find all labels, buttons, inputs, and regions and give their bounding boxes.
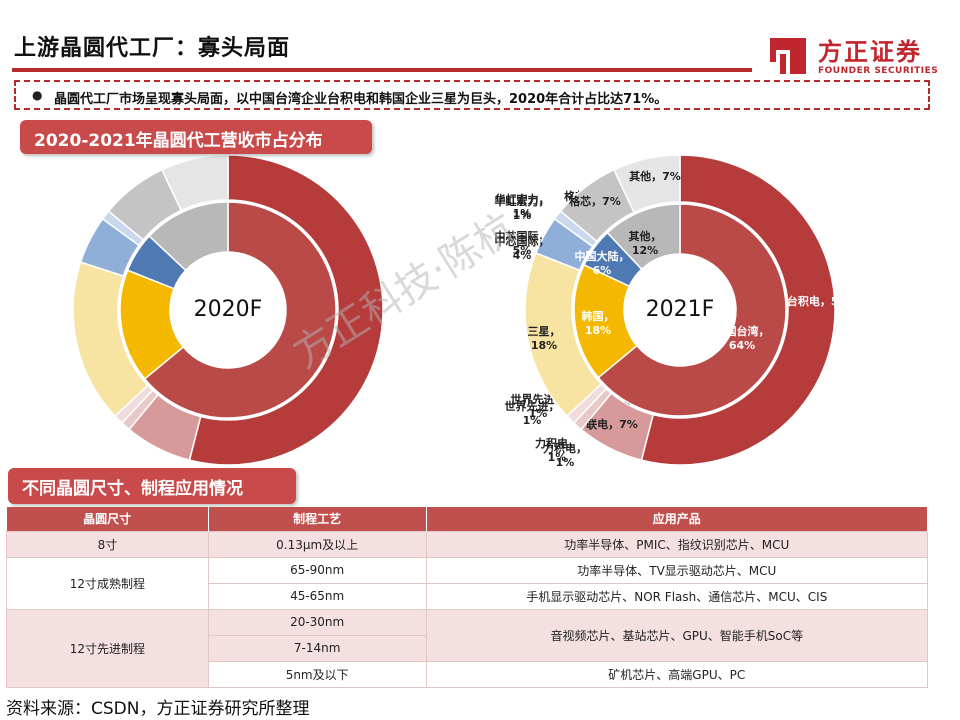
cell-product: 功率半导体、PMIC、指纹识别芯片、MCU: [425, 530, 929, 558]
table-header-row: 晶圆尺寸 制程工艺 应用产品: [6, 507, 929, 531]
inner-slice-其他: [606, 203, 681, 271]
outer-label-力积电: 力积电， 1%: [543, 441, 587, 469]
outer-label-世界先进: 世界先进， 1%: [505, 399, 560, 427]
center-label-2021F: 2021F: [646, 297, 715, 322]
inner-label-韩国: 韩国， 18%: [582, 309, 615, 337]
outer-label-台积电: 台积电，54%: [787, 294, 857, 308]
outer-label-其他: 其他，7%: [629, 169, 681, 183]
table-row: 8寸 0.13μm及以上 功率半导体、PMIC、指纹识别芯片、MCU: [6, 530, 929, 558]
bullet-icon: ●: [32, 88, 43, 102]
logo-text-en: FOUNDER SECURITIES: [818, 66, 939, 76]
cell-product: 手机显示驱动芯片、NOR Flash、通信芯片、MCU、CIS: [425, 582, 929, 610]
outer-label-三星: 三星， 18%: [528, 325, 561, 352]
inner-label-中国台湾: 中国台湾， 64%: [673, 324, 728, 352]
table-row: 12寸成熟制程 65-90nm 功率半导体、TV显示驱动芯片、MCU: [6, 556, 929, 610]
cell-size: 12寸先进制程: [6, 608, 209, 688]
cell-product: 矿机芯片、高端GPU、PC: [425, 660, 929, 688]
section-title-market-share: 2020-2021年晶圆代工营收市占分布: [20, 120, 372, 154]
logo-mark-icon: [770, 38, 806, 74]
outer-label-中芯国际: 中芯国际， 5%: [495, 229, 550, 257]
logo-text-cn: 方正证券: [818, 38, 922, 66]
center-label-2020F: 2020F: [194, 297, 263, 322]
outer-label-华虹宏力: 华虹宏力， 1%: [495, 192, 550, 220]
source-note: 资料来源：CSDN，方正证券研究所整理: [6, 699, 310, 719]
market-share-donut-charts: 台积电，54%联电，7%力积电，1%世界先进，1%三星，17%中芯国际，5%华虹…: [72, 154, 857, 469]
outer-label-华虹宏力: 华虹宏力， 1%: [495, 194, 550, 222]
outer-slice-台积电: [640, 154, 836, 466]
inner-label-其他: 其他， 12%: [629, 229, 662, 257]
table-row: 5nm及以下 矿机芯片、高端GPU、PC: [7, 660, 929, 688]
header-process: 制程工艺: [208, 507, 427, 531]
section-title-wafer-usage: 不同晶圆尺寸、制程应用情况: [8, 468, 296, 504]
brand-logo: 方正证券 FOUNDER SECURITIES: [762, 30, 942, 86]
outer-slice-其他: [613, 154, 681, 214]
cell-process: 0.13μm及以上: [207, 530, 427, 558]
header-wafer-size: 晶圆尺寸: [6, 507, 209, 531]
donut-chart-2021F: 台积电，54% 联电，7% 力积电， 1% 世界先进， 1% 三星， 18% 中芯国际， 4% 华虹…: [495, 154, 857, 466]
inner-slice-其他: [148, 201, 229, 272]
inner-slice-中国台湾: [597, 203, 787, 417]
summary-text: 晶圆代工厂市场呈现寡头局面，以中国台湾企业台积电和韩国企业三星为巨头，2020年…: [54, 92, 668, 107]
cell-product: 功率半导体、TV显示驱动芯片、MCU: [425, 556, 929, 584]
page-title: 上游晶圆代工厂：寡头局面: [14, 36, 291, 61]
outer-label-中芯国际: 中芯国际， 4%: [495, 234, 550, 262]
outer-label-联电: 联电，7%: [586, 417, 638, 431]
cell-size: 12寸成熟制程: [6, 556, 209, 610]
table-row: 45-65nm 手机显示驱动芯片、NOR Flash、通信芯片、MCU、CIS: [7, 582, 929, 610]
cell-process: 65-90nm: [207, 556, 427, 584]
outer-slice-其他: [161, 154, 229, 212]
inner-slice-中国台湾: [143, 201, 337, 419]
cell-process: 5nm及以下: [207, 660, 427, 688]
cell-process: 7-14nm: [207, 634, 427, 662]
cell-size: 8寸: [6, 530, 209, 558]
outer-label-格芯: 格芯，7%: [569, 194, 621, 208]
title-divider: [12, 68, 752, 72]
inner-label-中国台湾: 中国台湾， 64%: [715, 324, 770, 352]
summary-note: ● 晶圆代工厂市场呈现寡头局面，以中国台湾企业台积电和韩国企业三星为巨头，202…: [14, 80, 930, 110]
table-row: 12寸先进制程 20-30nm 音视频芯片、基站芯片、GPU、智能手机SoC等: [6, 608, 929, 688]
inner-label-中国大陆: 中国大陆，6%: [575, 249, 630, 277]
outer-label-力积电: 力积电， 1%: [535, 436, 579, 464]
cell-product: 音视频芯片、基站芯片、GPU、智能手机SoC等: [425, 608, 929, 662]
table-row: 7-14nm: [7, 634, 928, 662]
outer-slice-台积电: [188, 154, 384, 466]
wafer-process-table: 晶圆尺寸 制程工艺 应用产品 8寸 0.13μm及以上 功率半导体、PMIC、指…: [6, 507, 929, 688]
cell-process: 45-65nm: [207, 582, 427, 610]
header-application: 应用产品: [426, 507, 929, 531]
cell-process: 20-30nm: [207, 608, 427, 636]
